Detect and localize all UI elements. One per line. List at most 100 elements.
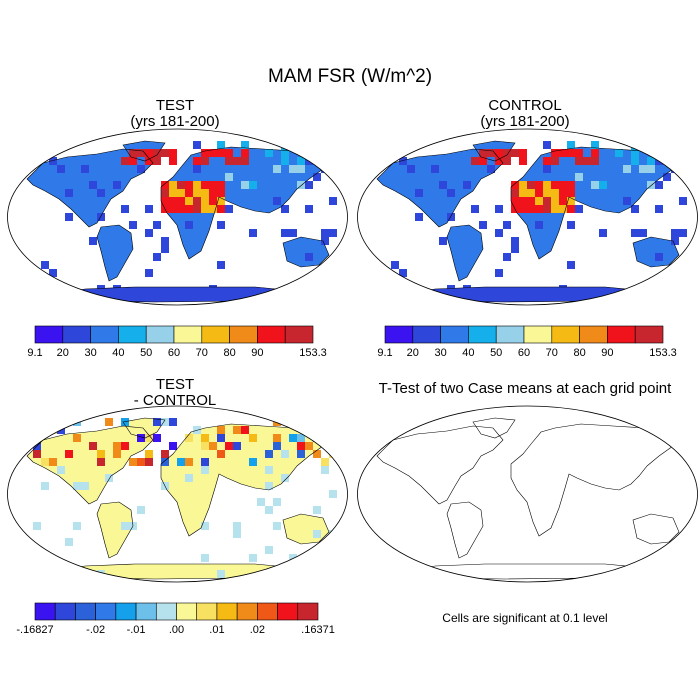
grid-cell [329, 229, 337, 237]
colorbar-swatch [523, 325, 553, 344]
colorbar-tick-label: .02 [250, 624, 265, 636]
grid-cell [511, 197, 519, 205]
grid-cell [415, 213, 423, 221]
grid-cell [25, 426, 33, 434]
colorbar-swatch [468, 325, 497, 344]
grid-cell [201, 157, 209, 165]
colorbar-control: 9.1 20 30 40 50 60 70 80 90 153.3 [377, 325, 677, 359]
grid-cell [217, 197, 225, 205]
grid-cell [535, 205, 543, 213]
grid-cell [193, 141, 201, 149]
grid-cell [535, 181, 543, 189]
grid-cell [97, 189, 105, 197]
grid-cell [551, 157, 559, 165]
grid-cell [65, 538, 73, 546]
grid-cell [615, 149, 623, 157]
grid-cell [153, 157, 161, 165]
grid-cell [567, 205, 575, 213]
significance-note: Cells are significant at 0.1 level [442, 611, 608, 625]
grid-cell [217, 181, 225, 189]
grid-cell [177, 205, 185, 213]
grid-cell [655, 253, 663, 261]
grid-cell [313, 434, 321, 442]
grid-cell [97, 450, 105, 458]
grid-cell [265, 466, 273, 474]
grid-cell [145, 434, 153, 442]
grid-cell [679, 229, 687, 237]
grid-cell [233, 530, 241, 538]
grid-cell [169, 181, 177, 189]
grid-cell [543, 157, 551, 165]
grid-cell [169, 149, 177, 157]
grid-cell [551, 149, 559, 157]
grid-cell [209, 181, 217, 189]
grid-cell [249, 458, 257, 466]
coastline [472, 417, 516, 439]
colorbar-tick-label: 50 [140, 347, 152, 359]
coastline [632, 513, 680, 545]
grid-cell [153, 149, 161, 157]
grid-cell [57, 285, 65, 293]
grid-cell [471, 205, 479, 213]
grid-cell [145, 205, 153, 213]
colorbar-tick-label: 70 [546, 347, 558, 359]
grid-cell [57, 418, 65, 426]
colorbar-tick-label: 40 [462, 347, 474, 359]
grid-cell [49, 157, 57, 165]
grid-cell [137, 165, 145, 173]
coastline [376, 148, 504, 228]
coastline [510, 423, 674, 537]
grid-cell [169, 197, 177, 205]
colorbar-tick-label: .00 [169, 624, 184, 636]
colorbar-tick-label: .16371 [301, 624, 335, 636]
grid-cell [73, 522, 81, 530]
land-fill [53, 564, 303, 579]
grid-cell [297, 157, 305, 165]
grid-cell [177, 189, 185, 197]
colorbar-swatch [135, 602, 157, 621]
colorbar-swatch [145, 325, 175, 344]
grid-cell [201, 197, 209, 205]
grid-cell [241, 426, 249, 434]
grid-cell [113, 450, 121, 458]
grid-cell [671, 229, 679, 237]
grid-cell [225, 173, 233, 181]
grid-cell [145, 229, 153, 237]
grid-cell [679, 197, 687, 205]
grid-cell [535, 197, 543, 205]
coastline [160, 423, 324, 537]
grid-cell [129, 458, 137, 466]
colorbar-tick-label: 153.3 [649, 347, 677, 359]
grid-cell [313, 530, 321, 538]
grid-cell [431, 165, 439, 173]
grid-cell [201, 189, 209, 197]
grid-cell [185, 189, 193, 197]
grid-cell [591, 149, 599, 157]
colorbar-swatch [115, 602, 137, 621]
grid-cell [81, 165, 89, 173]
grid-cell [495, 149, 503, 157]
grid-cell [73, 482, 81, 490]
grid-cell [209, 442, 217, 450]
grid-cell [321, 466, 329, 474]
grid-cell [241, 157, 249, 165]
coastline [282, 236, 330, 268]
grid-cell [177, 197, 185, 205]
grid-cell [543, 165, 551, 173]
grid-cell [495, 205, 503, 213]
grid-cell [559, 205, 567, 213]
grid-cell [193, 205, 201, 213]
grid-cell [265, 506, 273, 514]
grid-cell [479, 157, 487, 165]
grid-cell [329, 197, 337, 205]
grid-cell [121, 418, 129, 426]
grid-cell [89, 181, 97, 189]
grid-cell [217, 426, 225, 434]
grid-cell [209, 189, 217, 197]
grid-cell [137, 434, 145, 442]
grid-cell [671, 157, 679, 165]
grid-cell [647, 165, 655, 173]
coastline [26, 425, 154, 505]
grid-cell [273, 522, 281, 530]
grid-cell [225, 157, 233, 165]
